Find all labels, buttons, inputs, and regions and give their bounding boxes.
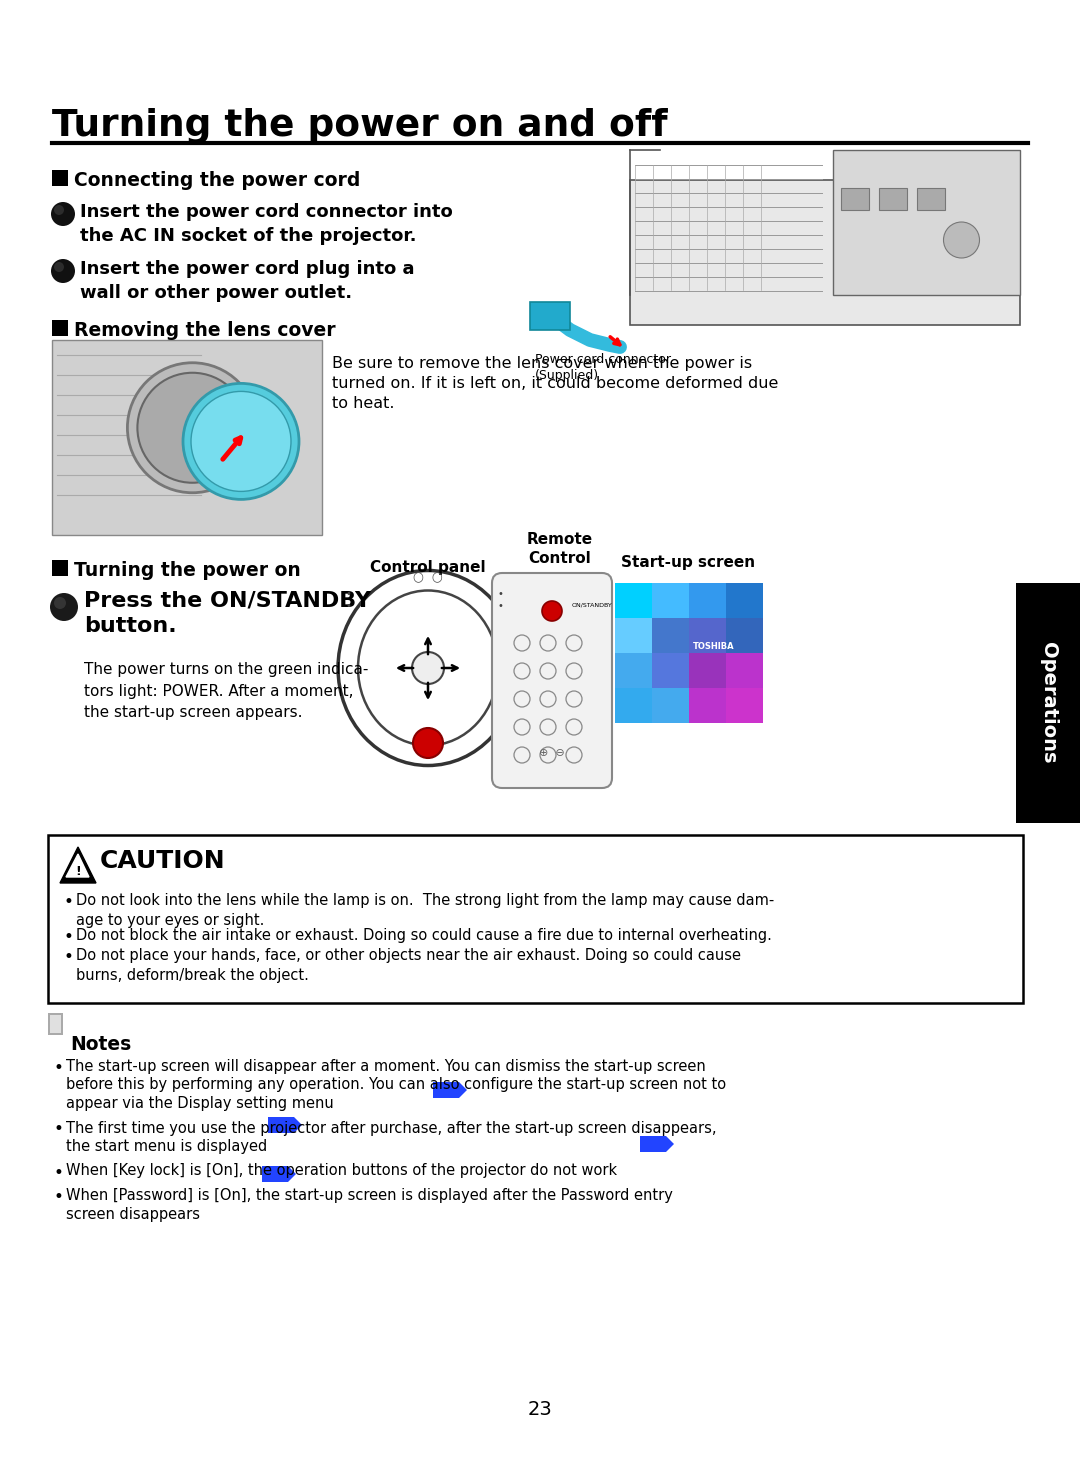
Text: The first time you use the projector after purchase, after the start-up screen d: The first time you use the projector aft…	[66, 1121, 716, 1135]
Bar	[52, 170, 68, 186]
Text: When [Password] is [On], the start-up screen is displayed after the Password ent: When [Password] is [On], the start-up sc…	[66, 1188, 673, 1203]
Polygon shape	[640, 1135, 674, 1152]
Polygon shape	[268, 1116, 302, 1133]
Bar	[652, 688, 689, 723]
Circle shape	[51, 202, 75, 226]
Text: •: •	[53, 1121, 63, 1138]
Text: •
•: • •	[497, 590, 503, 610]
Circle shape	[191, 392, 291, 491]
Text: Notes: Notes	[70, 1036, 132, 1053]
Text: appear via the Display setting menu: appear via the Display setting menu	[66, 1096, 334, 1111]
Text: The power turns on the green indica-
tors light: POWER. After a moment,
the star: The power turns on the green indica- tor…	[84, 662, 368, 720]
Text: •: •	[53, 1188, 63, 1206]
Bar	[689, 688, 726, 723]
Text: Insert the power cord connector into
the AC IN socket of the projector.: Insert the power cord connector into the…	[80, 202, 453, 245]
Text: (Supplied): (Supplied)	[535, 370, 599, 381]
Circle shape	[54, 263, 64, 271]
Circle shape	[542, 601, 562, 621]
FancyBboxPatch shape	[52, 340, 322, 535]
Bar	[917, 188, 945, 210]
Bar	[50, 1015, 60, 1033]
Circle shape	[54, 597, 66, 609]
Bar	[615, 688, 652, 723]
Circle shape	[50, 593, 78, 621]
Text: Remote
Control: Remote Control	[527, 533, 593, 566]
Bar	[689, 582, 726, 618]
Text: Operations: Operations	[1039, 643, 1057, 764]
Text: to heat.: to heat.	[332, 396, 394, 411]
Text: Turning the power on and off: Turning the power on and off	[52, 109, 667, 144]
Text: When [Key lock] is [On], the operation buttons of the projector do not work: When [Key lock] is [On], the operation b…	[66, 1163, 617, 1178]
Bar	[726, 582, 762, 618]
Text: Be sure to remove the lens cover when the power is: Be sure to remove the lens cover when th…	[332, 356, 752, 371]
Text: screen disappears: screen disappears	[66, 1206, 200, 1222]
FancyBboxPatch shape	[492, 574, 612, 788]
Text: Connecting the power cord: Connecting the power cord	[75, 172, 361, 191]
Polygon shape	[60, 846, 96, 883]
Text: turned on. If it is left on, it could become deformed due: turned on. If it is left on, it could be…	[332, 376, 779, 392]
Circle shape	[137, 373, 247, 483]
Bar	[48, 1014, 63, 1036]
Text: Power cord connector: Power cord connector	[535, 354, 671, 365]
Polygon shape	[433, 1083, 467, 1097]
Polygon shape	[262, 1166, 296, 1182]
Text: ○  ○: ○ ○	[414, 572, 443, 584]
Bar	[652, 582, 689, 618]
Polygon shape	[66, 854, 89, 877]
Bar	[52, 320, 68, 336]
Text: Control panel: Control panel	[370, 560, 486, 575]
Text: CAUTION: CAUTION	[100, 849, 226, 873]
Text: Removing the lens cover: Removing the lens cover	[75, 321, 336, 340]
Bar	[833, 150, 1020, 295]
Text: •: •	[64, 929, 73, 946]
Text: Do not block the air intake or exhaust. Doing so could cause a fire due to inter: Do not block the air intake or exhaust. …	[76, 929, 772, 943]
Text: •: •	[64, 948, 73, 965]
Text: Do not place your hands, face, or other objects near the air exhaust. Doing so c: Do not place your hands, face, or other …	[76, 948, 741, 983]
Text: Start-up screen: Start-up screen	[621, 555, 755, 571]
Bar	[630, 180, 1020, 326]
Circle shape	[51, 260, 75, 283]
Bar	[726, 618, 762, 653]
Bar	[48, 835, 1023, 1003]
Text: Press the ON/STANDBY
button.: Press the ON/STANDBY button.	[84, 590, 372, 637]
Circle shape	[183, 383, 299, 499]
Text: !: !	[76, 866, 81, 877]
Text: Do not look into the lens while the lamp is on.  The strong light from the lamp : Do not look into the lens while the lamp…	[76, 893, 774, 927]
Text: ⊕  ⊖: ⊕ ⊖	[539, 748, 565, 758]
Bar	[689, 653, 726, 688]
Circle shape	[127, 362, 257, 493]
Text: •
•: • •	[346, 590, 351, 610]
Text: Insert the power cord plug into a
wall or other power outlet.: Insert the power cord plug into a wall o…	[80, 260, 415, 302]
Text: •: •	[53, 1163, 63, 1181]
Text: •: •	[64, 893, 73, 911]
Text: before this by performing any operation. You can also configure the start-up scr: before this by performing any operation.…	[66, 1077, 726, 1093]
Bar	[615, 653, 652, 688]
Text: •: •	[53, 1059, 63, 1077]
Bar	[52, 560, 68, 577]
Bar	[652, 618, 689, 653]
Text: The start-up screen will disappear after a moment. You can dismiss the start-up : The start-up screen will disappear after…	[66, 1059, 705, 1074]
Bar	[840, 188, 868, 210]
Text: 23: 23	[528, 1400, 552, 1419]
Bar	[879, 188, 906, 210]
Circle shape	[413, 728, 443, 758]
Bar	[530, 302, 570, 330]
Bar	[615, 582, 652, 618]
Bar	[1016, 582, 1080, 823]
Text: TOSHIBA: TOSHIBA	[693, 641, 735, 651]
Circle shape	[54, 205, 64, 216]
Text: Turning the power on: Turning the power on	[75, 560, 300, 579]
Bar	[726, 653, 762, 688]
Circle shape	[944, 222, 980, 258]
Text: the start menu is displayed: the start menu is displayed	[66, 1138, 267, 1155]
Text: ON/STANDBY: ON/STANDBY	[572, 603, 612, 607]
Circle shape	[411, 651, 444, 684]
Bar	[726, 688, 762, 723]
Bar	[652, 653, 689, 688]
Bar	[689, 618, 726, 653]
Bar	[615, 618, 652, 653]
